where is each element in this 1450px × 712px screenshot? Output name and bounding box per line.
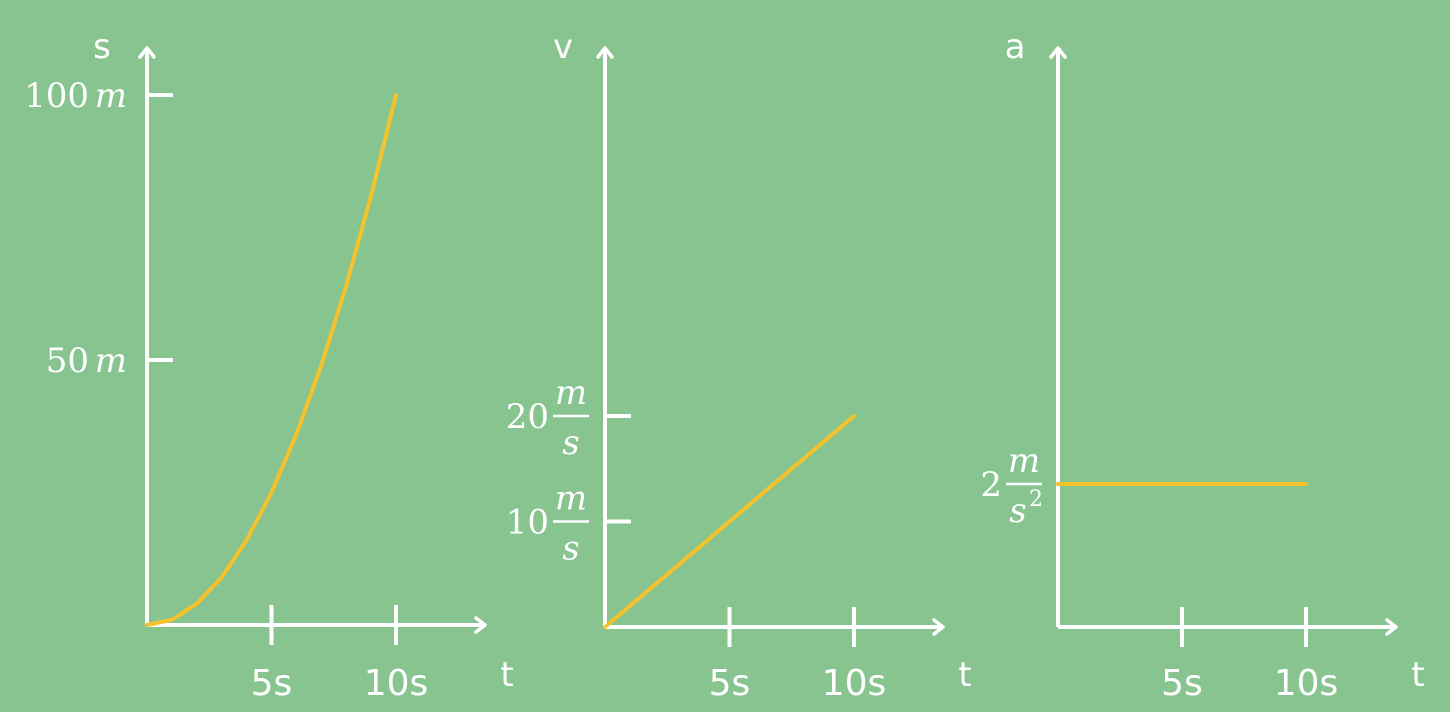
y-axis-label: v — [553, 27, 573, 67]
fraction-denominator-unit: s — [562, 529, 579, 569]
x-tick-label: 10s — [1274, 663, 1339, 704]
x-tick-label: 10s — [364, 663, 429, 704]
y-axis-arrow-icon — [1049, 46, 1067, 59]
fraction-denominator-unit: s — [1009, 491, 1026, 531]
fraction-denominator-exponent: 2 — [1029, 487, 1043, 512]
y-tick-unit: m — [95, 76, 127, 116]
x-tick-label: 5s — [709, 663, 751, 704]
y-tick-number: 10 — [506, 503, 549, 543]
fraction-numerator-unit: m — [555, 479, 587, 519]
y-tick-label: 50 m — [46, 341, 127, 381]
x-axis-label: t — [1411, 655, 1424, 695]
y-tick-number: 50 — [46, 341, 89, 381]
data-series-line — [603, 414, 856, 629]
fraction-denominator-unit: s — [562, 423, 579, 463]
y-axis-arrow-icon — [138, 46, 156, 59]
y-axis-label: s — [93, 27, 111, 67]
fraction-numerator-unit: m — [1008, 441, 1040, 481]
y-tick-label: 100 m — [24, 76, 127, 116]
y-tick-number: 20 — [506, 397, 549, 437]
y-tick-number: 2 — [980, 465, 1002, 505]
x-axis-label: t — [500, 655, 513, 695]
y-tick-number: 100 — [24, 76, 89, 116]
x-axis-arrow-icon — [1385, 618, 1398, 636]
fraction-numerator-unit: m — [555, 373, 587, 413]
y-tick-label: 2ms 2 — [980, 441, 1043, 531]
y-axis-label: a — [1005, 27, 1026, 67]
x-axis-arrow-icon — [474, 616, 487, 634]
x-axis-arrow-icon — [932, 618, 945, 636]
x-axis-label: t — [958, 655, 971, 695]
x-tick-label: 5s — [1161, 663, 1203, 704]
y-tick-unit: m — [95, 341, 127, 381]
x-tick-label: 10s — [822, 663, 887, 704]
y-axis-arrow-icon — [596, 46, 614, 59]
x-tick-label: 5s — [251, 663, 293, 704]
data-series-line — [145, 93, 398, 627]
